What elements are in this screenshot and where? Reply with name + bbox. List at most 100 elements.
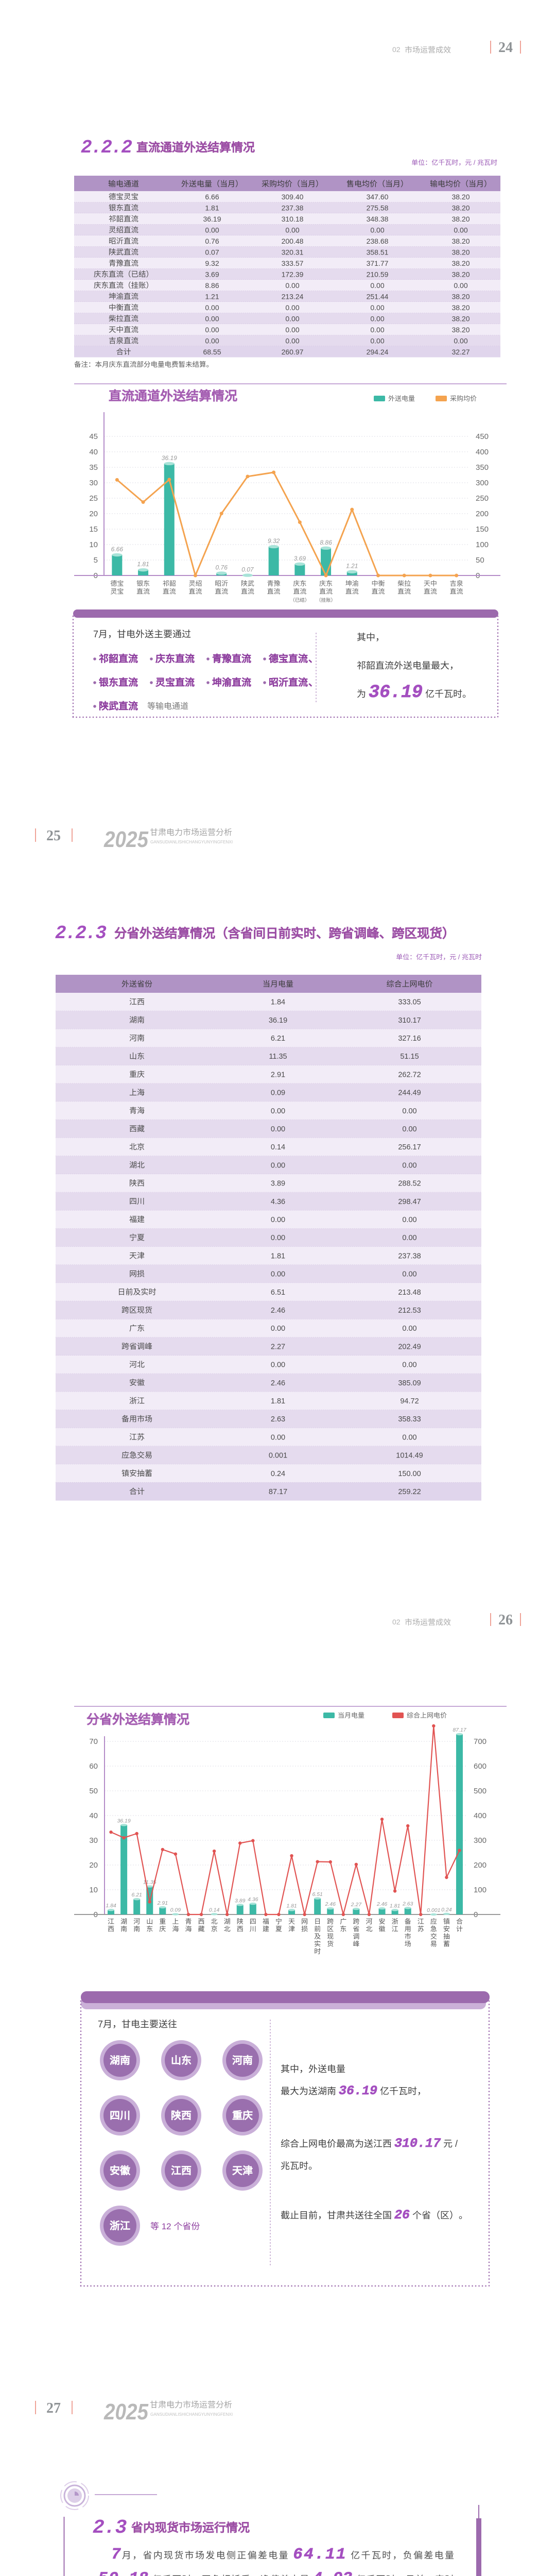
svg-text:9.: 9. xyxy=(109,2570,128,2576)
svg-text:0.00: 0.00 xyxy=(402,1270,416,1279)
svg-text:38.20: 38.20 xyxy=(451,248,470,256)
svg-text:12: 12 xyxy=(159,2222,173,2231)
svg-text:0.09: 0.09 xyxy=(271,1089,285,1097)
svg-text:38.20: 38.20 xyxy=(451,193,470,201)
svg-text:0.00: 0.00 xyxy=(271,1107,285,1115)
svg-text:GANSUDIANLISHICHANGYUNYINGFENX: GANSUDIANLISHICHANGYUNYINGFENXI xyxy=(150,2412,233,2417)
svg-text:1: 1 xyxy=(325,2546,335,2564)
svg-text:68.55: 68.55 xyxy=(203,348,221,356)
svg-text:11.35: 11.35 xyxy=(269,1053,287,1061)
svg-text:40: 40 xyxy=(89,1811,98,1820)
svg-text:1.81: 1.81 xyxy=(137,561,149,568)
svg-text:2.27: 2.27 xyxy=(351,1902,362,1908)
svg-text:200: 200 xyxy=(476,510,489,518)
svg-text:371.77: 371.77 xyxy=(367,259,389,267)
svg-text:700: 700 xyxy=(474,1737,486,1746)
svg-text:3.89: 3.89 xyxy=(235,1897,246,1904)
svg-text:25: 25 xyxy=(46,828,61,844)
svg-text:202.49: 202.49 xyxy=(398,1343,421,1351)
svg-text:4.36: 4.36 xyxy=(248,1896,258,1903)
svg-text:0.00: 0.00 xyxy=(454,281,467,290)
svg-text:2.46: 2.46 xyxy=(271,1307,285,1315)
svg-text:0.001: 0.001 xyxy=(269,1452,287,1460)
svg-text:6.21: 6.21 xyxy=(131,1892,142,1898)
svg-text:0.00: 0.00 xyxy=(205,336,219,345)
svg-text:0.24: 0.24 xyxy=(441,1907,452,1913)
svg-text:1.81: 1.81 xyxy=(390,1903,400,1909)
svg-text:0.76: 0.76 xyxy=(205,237,219,245)
svg-text:0.14: 0.14 xyxy=(209,1907,220,1913)
svg-text:0.00: 0.00 xyxy=(402,1433,416,1442)
svg-text:2.46: 2.46 xyxy=(271,1379,285,1387)
svg-text:0.00: 0.00 xyxy=(271,1433,285,1442)
svg-text:0.09: 0.09 xyxy=(170,1907,181,1913)
svg-text:237.38: 237.38 xyxy=(398,1252,421,1260)
svg-text:0.00: 0.00 xyxy=(271,1161,285,1170)
svg-text:38.20: 38.20 xyxy=(451,259,470,267)
svg-text:36.19: 36.19 xyxy=(339,2083,377,2098)
svg-text:0.00: 0.00 xyxy=(271,1234,285,1242)
svg-text:0.00: 0.00 xyxy=(402,1216,416,1224)
svg-text:100: 100 xyxy=(474,1886,486,1894)
svg-text:1: 1 xyxy=(336,2546,346,2564)
svg-text:310.18: 310.18 xyxy=(282,215,304,223)
svg-text:2.2.3: 2.2.3 xyxy=(55,923,106,944)
svg-text:100: 100 xyxy=(476,540,489,549)
svg-text:26: 26 xyxy=(498,1612,513,1628)
svg-text:400: 400 xyxy=(476,448,489,456)
svg-text:2025: 2025 xyxy=(103,827,148,852)
svg-text:93: 93 xyxy=(333,2570,352,2576)
svg-text:262.72: 262.72 xyxy=(398,1071,421,1079)
svg-text:24: 24 xyxy=(498,40,513,56)
svg-text:1.81: 1.81 xyxy=(286,1903,297,1909)
svg-text:0.00: 0.00 xyxy=(402,1325,416,1333)
svg-text:333.05: 333.05 xyxy=(398,998,421,1007)
svg-text:45: 45 xyxy=(89,432,98,441)
svg-text:0.00: 0.00 xyxy=(285,336,299,345)
svg-text:275.58: 275.58 xyxy=(367,204,389,212)
svg-text:0.00: 0.00 xyxy=(205,314,219,323)
svg-text:36.19: 36.19 xyxy=(203,215,221,223)
svg-text:251.44: 251.44 xyxy=(367,292,389,300)
svg-text:0.00: 0.00 xyxy=(402,1161,416,1170)
svg-text:250: 250 xyxy=(476,494,489,503)
svg-text:87.17: 87.17 xyxy=(269,1488,287,1496)
svg-text:18: 18 xyxy=(129,2570,148,2576)
svg-text:0.00: 0.00 xyxy=(454,336,467,345)
svg-text:310.17: 310.17 xyxy=(394,2136,441,2151)
svg-text:213.48: 213.48 xyxy=(398,1289,421,1297)
svg-text:0.00: 0.00 xyxy=(205,226,219,234)
svg-text:347.60: 347.60 xyxy=(367,193,389,201)
svg-text:0.00: 0.00 xyxy=(370,326,384,334)
svg-text:6.66: 6.66 xyxy=(205,193,219,201)
svg-text:385.09: 385.09 xyxy=(398,1379,421,1387)
svg-text:309.40: 309.40 xyxy=(282,193,304,201)
svg-text:9.32: 9.32 xyxy=(268,537,280,545)
svg-text:20: 20 xyxy=(89,510,98,518)
svg-text:1014.49: 1014.49 xyxy=(396,1452,423,1460)
svg-text:333.57: 333.57 xyxy=(282,259,304,267)
svg-text:3.69: 3.69 xyxy=(294,555,306,562)
svg-text:1.21: 1.21 xyxy=(205,292,219,300)
svg-text:210.59: 210.59 xyxy=(367,270,389,278)
svg-text:0.00: 0.00 xyxy=(402,1107,416,1115)
svg-text:0.00: 0.00 xyxy=(205,326,219,334)
svg-text:256.17: 256.17 xyxy=(398,1143,421,1151)
svg-text:9.32: 9.32 xyxy=(205,259,219,267)
svg-text:38.20: 38.20 xyxy=(451,303,470,312)
svg-text:26: 26 xyxy=(394,2208,410,2223)
svg-text:25: 25 xyxy=(89,494,98,503)
svg-text:300: 300 xyxy=(474,1836,486,1845)
svg-text:GANSUDIANLISHICHANGYUNYINGFENX: GANSUDIANLISHICHANGYUNYINGFENXI xyxy=(150,840,233,844)
svg-text:0.00: 0.00 xyxy=(271,1216,285,1224)
svg-text:310.17: 310.17 xyxy=(398,1016,421,1025)
svg-text:2.46: 2.46 xyxy=(376,1901,388,1907)
svg-text:2.27: 2.27 xyxy=(271,1343,285,1351)
svg-text:200: 200 xyxy=(474,1861,486,1870)
svg-text:2.46: 2.46 xyxy=(325,1901,336,1907)
svg-text:5: 5 xyxy=(94,556,98,565)
svg-text:/: / xyxy=(456,953,462,961)
svg-text:0.00: 0.00 xyxy=(271,1361,285,1369)
svg-text:0.00: 0.00 xyxy=(285,226,299,234)
svg-text:0.00: 0.00 xyxy=(370,314,384,323)
